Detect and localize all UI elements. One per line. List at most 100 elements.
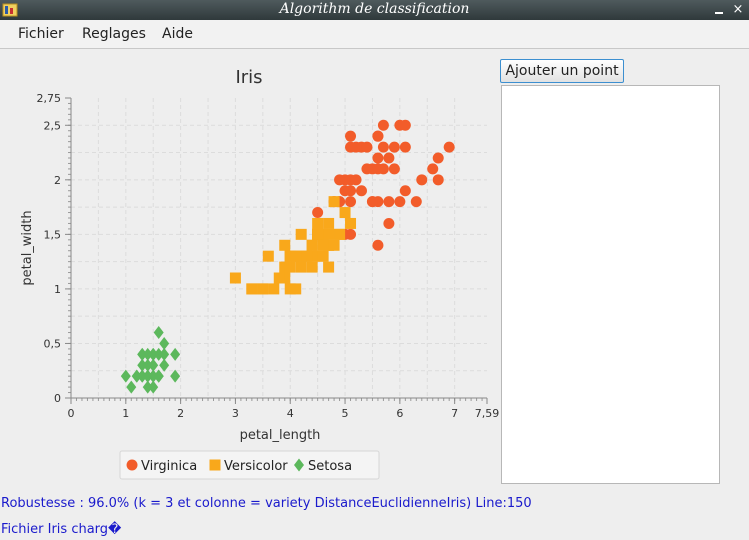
virginica-point [366,196,378,208]
setosa-point [170,369,181,383]
virginica-point [399,141,411,153]
x-tick-label: 0 [68,407,75,420]
virginica-point [383,217,395,229]
y-axis-label: petal_width [20,210,35,285]
versicolor-point [306,239,318,251]
x-tick-label: 3 [232,407,239,420]
virginica-point [410,196,422,208]
robustness-status: Robustesse : 96.0% (k = 3 et colonne = v… [1,496,532,511]
setosa-point [120,369,131,383]
versicolor-point [229,272,241,284]
y-tick-label: 0,5 [44,337,62,350]
setosa-point [159,347,170,361]
points-list-panel[interactable] [501,85,720,484]
add-point-button[interactable]: Ajouter un point [500,59,624,83]
virginica-point [372,163,384,175]
x-tick-label: 7 [451,407,458,420]
window-title: Algorithm de classification [279,1,470,17]
x-tick-label: 1 [122,407,129,420]
x-tick-label: 7,59 [475,407,500,420]
legend-label-setosa: Setosa [308,459,352,474]
virginica-point [312,207,324,219]
virginica-point [394,196,406,208]
virginica-point [372,152,384,164]
virginica-point [388,163,400,175]
versicolor-point [323,228,335,240]
virginica-point [345,130,357,142]
versicolor-point [295,261,307,273]
virginica-point [388,141,400,153]
virginica-point [377,119,389,131]
legend-marker-setosa [294,458,304,472]
y-tick-label: 2,75 [37,92,62,105]
setosa-point [148,380,159,394]
virginica-point [432,174,444,186]
versicolor-point [345,217,357,229]
setosa-point [137,347,148,361]
versicolor-point [334,228,346,240]
versicolor-point [301,250,313,262]
y-tick-label: 2 [54,174,61,187]
menu-fichier[interactable]: Fichier [18,26,64,42]
virginica-point [416,174,428,186]
setosa-point [142,347,153,361]
setosa-point [148,347,159,361]
menu-bar: Fichier Reglages Aide [0,20,749,49]
virginica-point [372,239,384,251]
versicolor-point [290,250,302,262]
virginica-point [334,174,346,186]
y-tick-label: 1,5 [44,228,62,241]
legend-label-versicolor: Versicolor [224,459,288,474]
virginica-point [361,163,373,175]
versicolor-point [268,283,280,295]
close-icon[interactable]: × [732,2,744,17]
setosa-point [148,369,159,383]
setosa-point [148,358,159,372]
legend-marker-versicolor [209,459,221,471]
virginica-point [339,185,351,197]
versicolor-point [290,283,302,295]
x-tick-label: 6 [396,407,403,420]
virginica-point [399,119,411,131]
window-titlebar: Algorithm de classification × [0,0,749,20]
setosa-point [159,336,170,350]
virginica-point [399,185,411,197]
versicolor-point [323,217,335,229]
legend-marker-virginica [126,459,138,471]
setosa-point [170,347,181,361]
virginica-point [432,152,444,164]
x-tick-label: 2 [177,407,184,420]
virginica-point [345,196,357,208]
x-tick-label: 5 [342,407,349,420]
versicolor-point [312,228,324,240]
x-tick-label: 4 [287,407,294,420]
legend-label-virginica: Virginica [141,459,197,474]
setosa-point [153,369,164,383]
file-loaded-status: Fichier Iris charg� [1,522,122,537]
versicolor-point [284,261,296,273]
setosa-point [142,380,153,394]
versicolor-point [312,217,324,229]
versicolor-point [328,196,340,208]
menu-reglages[interactable]: Reglages [82,26,146,42]
versicolor-point [262,250,274,262]
x-axis-label: petal_length [240,428,321,443]
virginica-point [377,141,389,153]
setosa-point [137,358,148,372]
setosa-point [126,380,137,394]
virginica-point [345,228,357,240]
menu-aide[interactable]: Aide [162,26,193,42]
setosa-point [142,369,153,383]
setosa-point [131,369,142,383]
versicolor-point [257,283,269,295]
versicolor-point [279,239,291,251]
versicolor-point [323,261,335,273]
versicolor-point [273,272,285,284]
versicolor-point [295,228,307,240]
virginica-point [443,141,455,153]
minimize-icon[interactable] [711,1,727,18]
virginica-point [383,152,395,164]
setosa-point [153,347,164,361]
setosa-point [153,326,164,340]
setosa-point [159,358,170,372]
